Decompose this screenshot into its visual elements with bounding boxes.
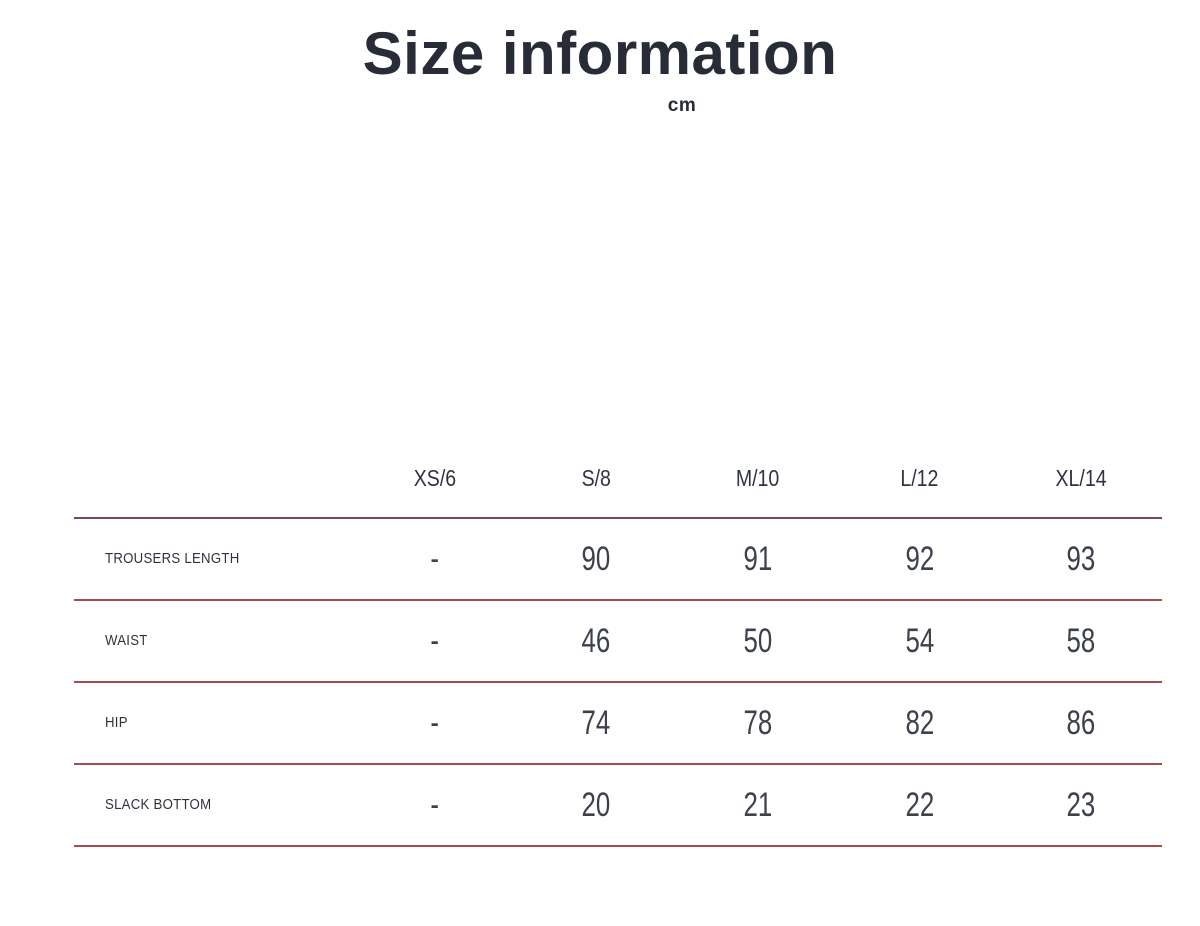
table-row-slack-bottom: SLACK BOTTOM - 20 21 22 23 [74,764,1162,847]
size-value-cell: 54 [838,600,1001,683]
size-value: - [430,621,440,660]
size-value: 50 [743,621,773,660]
size-value: 46 [582,621,611,660]
row-label: WAIST [105,632,148,649]
column-header-s: S/8 [515,440,678,519]
column-header-label: XS/6 [413,465,456,491]
column-header-label: L/12 [900,465,939,491]
column-header-label: S/8 [581,465,612,491]
size-value: 20 [582,785,611,824]
size-value: - [430,539,440,578]
size-value-cell: 78 [677,682,839,765]
size-value: 23 [1066,785,1096,824]
size-value: - [430,703,440,742]
unit-label: cm [667,95,697,116]
table-row-hip: HIP - 74 78 82 86 [74,682,1162,765]
column-header-xs: XS/6 [354,440,516,519]
size-value-cell: 23 [1000,764,1162,847]
row-label-cell: SLACK BOTTOM [74,764,354,847]
size-value-cell: 50 [677,600,839,683]
row-label-cell: TROUSERS LENGTH [74,518,354,601]
size-value-cell: 22 [838,764,1001,847]
size-value-cell: 93 [1000,518,1162,601]
size-value: 21 [743,785,773,824]
row-label: HIP [105,714,128,731]
size-value: 90 [582,539,611,578]
size-value-cell: - [354,764,516,847]
row-label-cell: WAIST [74,600,354,683]
size-value: 92 [905,539,934,578]
size-value: 91 [743,539,773,578]
size-value-cell: 91 [677,518,839,601]
header-cell-empty [74,440,354,519]
size-value-cell: 21 [677,764,839,847]
size-value-cell: - [354,600,516,683]
column-header-label: XL/14 [1055,465,1107,491]
size-value-cell: - [354,682,516,765]
size-value-cell: 58 [1000,600,1162,683]
size-value-cell: 92 [838,518,1001,601]
size-table-header-row: XS/6 S/8 M/10 L/12 XL/14 [74,440,1162,519]
row-label: TROUSERS LENGTH [105,550,240,567]
size-value: 58 [1066,621,1096,660]
size-value: 78 [743,703,773,742]
size-value-cell: 90 [515,518,678,601]
size-value: 54 [905,621,934,660]
size-value: 82 [905,703,934,742]
size-value-cell: 46 [515,600,678,683]
size-value-cell: 74 [515,682,678,765]
table-row-waist: WAIST - 46 50 54 58 [74,600,1162,683]
row-label-cell: HIP [74,682,354,765]
size-value-cell: - [354,518,516,601]
size-value: 86 [1066,703,1096,742]
size-value-cell: 86 [1000,682,1162,765]
size-value-cell: 82 [838,682,1001,765]
size-table: XS/6 S/8 M/10 L/12 XL/14 TROUSERS LENGTH… [74,440,1162,847]
size-value-cell: 20 [515,764,678,847]
column-header-label: M/10 [736,465,780,491]
size-value: 22 [905,785,934,824]
row-label: SLACK BOTTOM [105,796,212,813]
column-header-l: L/12 [838,440,1001,519]
column-header-m: M/10 [677,440,839,519]
size-value: 93 [1066,539,1096,578]
size-value: 74 [582,703,611,742]
size-value: - [430,785,440,824]
page-title: Size information [362,20,838,87]
table-row-trousers-length: TROUSERS LENGTH - 90 91 92 93 [74,518,1162,601]
column-header-xl: XL/14 [1000,440,1162,519]
